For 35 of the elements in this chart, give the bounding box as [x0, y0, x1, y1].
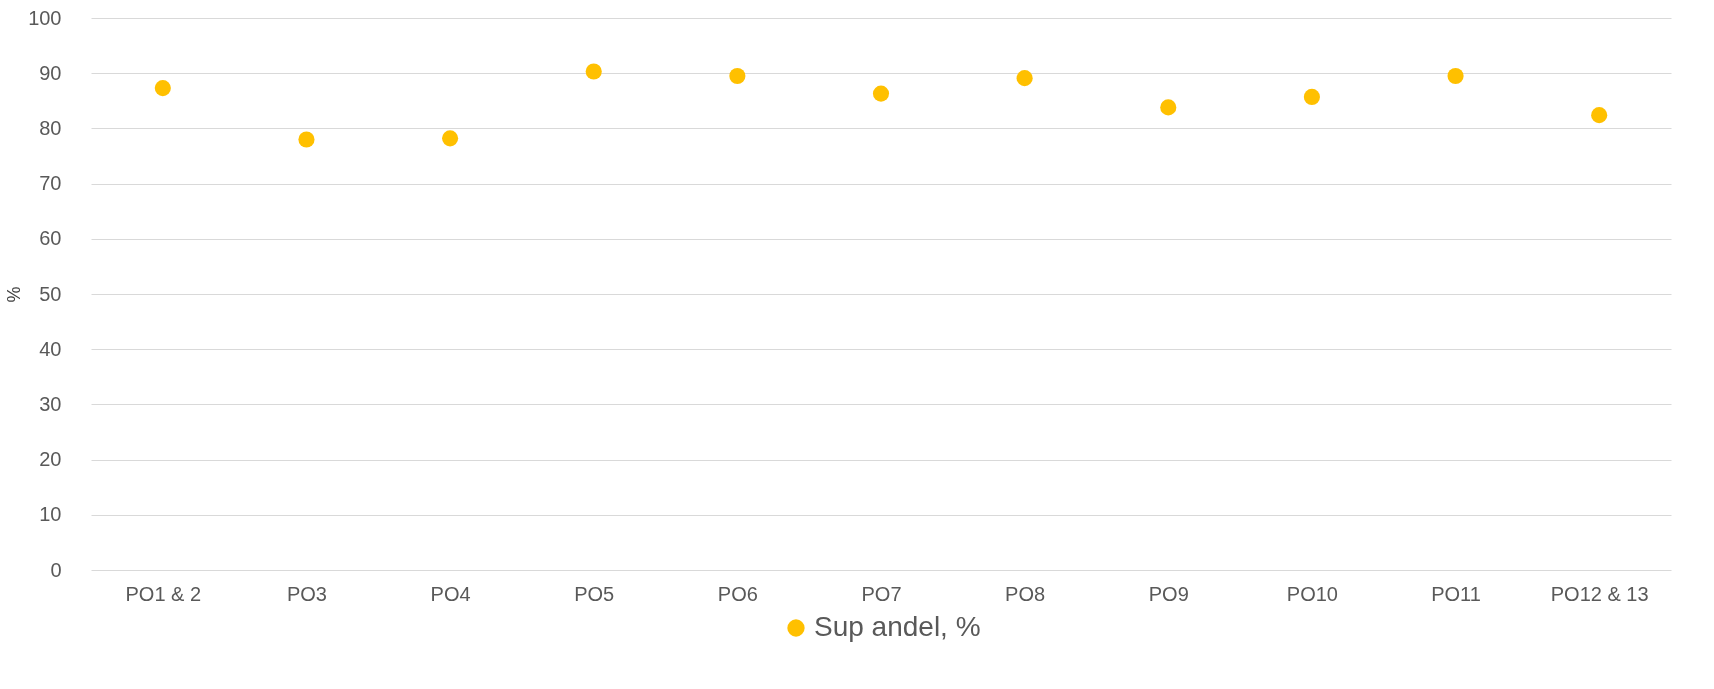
y-axis-title: % — [4, 286, 25, 303]
x-tick-label: PO7 — [861, 582, 902, 605]
y-tick-label: 0 — [50, 558, 62, 581]
point — [298, 131, 315, 148]
legend-label: Sup andel, % — [814, 611, 981, 642]
y-tick-label: 100 — [28, 6, 62, 29]
point — [872, 85, 890, 102]
point — [1447, 67, 1464, 85]
y-tick-label: 90 — [39, 61, 62, 84]
point — [442, 130, 459, 147]
y-tick-label: 60 — [39, 227, 62, 250]
point — [729, 67, 746, 85]
y-tick-label: 70 — [39, 172, 62, 195]
x-tick-label: PO6 — [717, 582, 758, 605]
point — [1160, 99, 1177, 116]
point — [585, 63, 602, 80]
x-tick-label: PO12 & 13 — [1550, 582, 1649, 605]
x-tick-label: PO5 — [574, 582, 615, 605]
y-tick-label: 50 — [39, 282, 62, 305]
point — [1303, 88, 1320, 105]
x-tick-label: PO1 & 2 — [125, 582, 202, 605]
point — [1591, 107, 1608, 124]
point — [154, 80, 171, 97]
x-tick-label: PO11 — [1431, 582, 1481, 605]
y-tick-label: 20 — [39, 448, 62, 471]
x-tick-label: PO8 — [1005, 582, 1046, 605]
x-tick-label: PO4 — [430, 582, 471, 605]
x-tick-label: PO10 — [1286, 582, 1338, 605]
y-tick-label: 40 — [39, 337, 62, 360]
y-tick-label: 80 — [39, 116, 62, 139]
y-tick-label: 10 — [39, 503, 62, 526]
x-tick-label: PO9 — [1148, 582, 1189, 605]
x-tick-label: PO3 — [286, 582, 327, 605]
point — [1016, 70, 1033, 87]
y-tick-label: 30 — [39, 392, 62, 415]
